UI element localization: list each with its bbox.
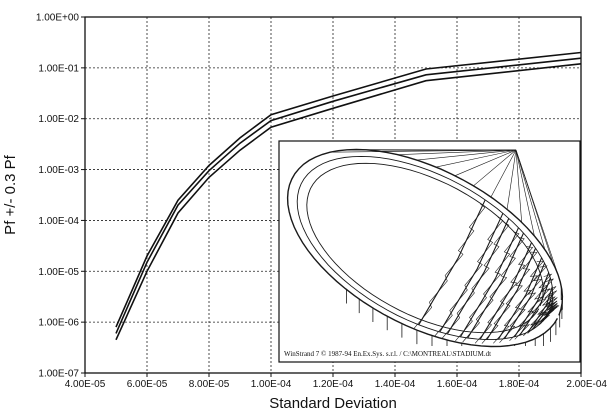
y-tick-label: 1.00E-01 (38, 63, 79, 74)
cable (490, 149, 517, 198)
truss-member (514, 278, 554, 340)
truss-member (499, 265, 548, 343)
cable (397, 149, 517, 155)
x-tick-label: 1.40E-04 (375, 379, 416, 390)
cable (515, 149, 535, 236)
truss-member (442, 222, 510, 339)
x-tick-label: 1.80E-04 (499, 379, 540, 390)
y-tick-label: 1.00E-03 (38, 165, 79, 176)
stadium-inset: WinStrand 7 © 1987-94 En.Ex.Sys. s.r.l. … (278, 140, 581, 363)
x-tick-label: 1.00E-04 (251, 379, 292, 390)
series-line-2 (115, 57, 582, 334)
truss-member (418, 199, 486, 326)
x-axis-title: Standard Deviation (269, 395, 397, 412)
cable (436, 149, 517, 168)
truss-member (537, 300, 559, 326)
truss-member (514, 272, 550, 338)
x-tick-label: 1.20E-04 (313, 379, 354, 390)
truss-member (286, 148, 564, 348)
truss-member (527, 290, 558, 334)
cable (416, 149, 517, 161)
x-tick-label: 4.00E-05 (65, 379, 106, 390)
truss-member (519, 277, 551, 336)
y-tick-label: 1.00E-04 (38, 216, 79, 227)
y-tick-label: 1.00E-05 (38, 267, 79, 278)
truss-member (486, 247, 537, 340)
cable (506, 149, 517, 210)
y-tick-label: 1.00E+00 (36, 13, 80, 24)
cable (515, 149, 522, 223)
x-tick-label: 1.60E-04 (437, 379, 478, 390)
truss-member (467, 232, 525, 339)
x-tick-labels: 4.00E-05 6.00E-05 8.00E-05 1.00E-04 1.20E-04… (65, 373, 607, 390)
truss-member (446, 218, 510, 335)
cable (454, 149, 517, 176)
cable (473, 149, 517, 187)
y-tick-label: 1.00E-06 (38, 318, 79, 329)
truss-member (455, 231, 520, 342)
y-axis-title: Pf +/- 0.3 Pf (2, 154, 19, 234)
y-tick-labels: 1.00E+00 1.00E-01 1.00E-02 1.00E-03 1.00E-04… (36, 13, 85, 380)
truss-member (459, 227, 520, 338)
cable (515, 149, 560, 277)
y-tick-label: 1.00E-02 (38, 114, 79, 125)
truss-member (413, 203, 486, 329)
truss-member (504, 262, 546, 339)
series-lines (115, 51, 582, 341)
truss-member (493, 260, 545, 344)
truss-member (439, 213, 504, 333)
series-line-1 (115, 51, 582, 328)
truss-member (474, 246, 534, 344)
x-tick-label: 2.00E-04 (566, 379, 607, 390)
truss-member (434, 217, 504, 337)
x-tick-label: 6.00E-05 (127, 379, 168, 390)
series-line-3 (115, 63, 582, 341)
inset-caption: WinStrand 7 © 1987-94 En.Ex.Sys. s.r.l. … (284, 350, 491, 358)
truss-member (497, 257, 543, 340)
y-tick-label: 1.00E-07 (38, 369, 79, 380)
truss-member (296, 155, 554, 341)
x-tick-label: 8.00E-05 (189, 379, 230, 390)
cable (379, 149, 517, 152)
truss-member (462, 236, 525, 343)
truss-member (481, 251, 538, 344)
stadium-roof-truss-drawing (286, 148, 564, 348)
cable (515, 149, 546, 250)
truss-member (479, 242, 533, 340)
